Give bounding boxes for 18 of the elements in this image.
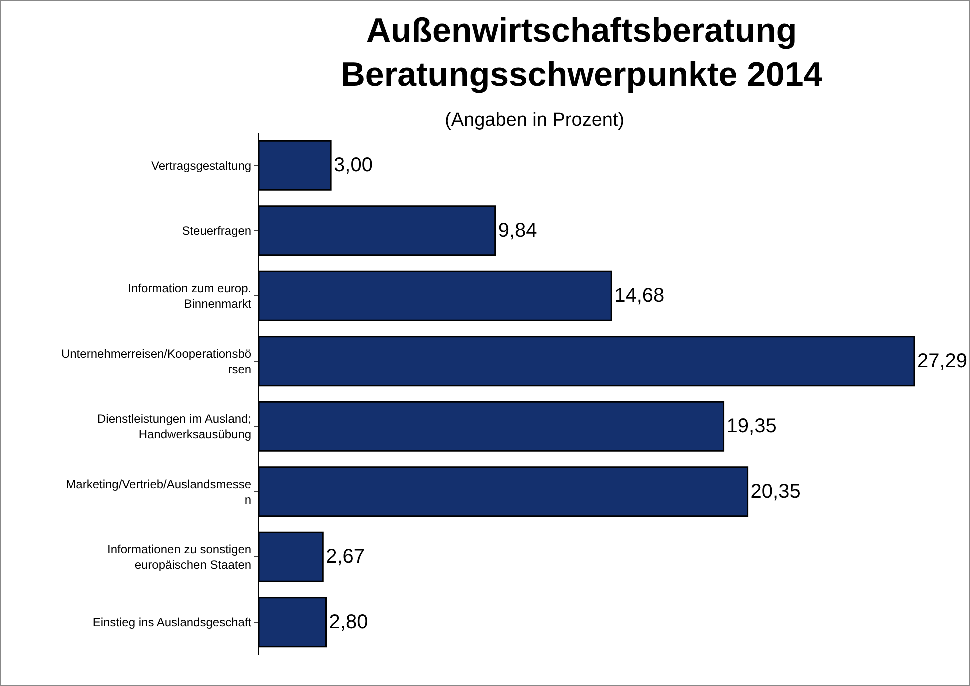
y-tick-label: Unternehmerreisen/Kooperationsbörsen — [61, 346, 252, 376]
y-tick-label: Informationen zu sonstigen europäischen Staaten — [108, 542, 252, 572]
y-tick-label: Information zum europ. Binnenmarkt — [128, 282, 252, 312]
y-tick-label: Einstieg ins Auslandsgeschaft — [92, 616, 252, 630]
data-label: 27,29 — [918, 350, 968, 372]
y-tick-label: Dienstleistungen im Ausland; Handwerksausübung — [98, 412, 252, 442]
y-tick-label: Vertragsgestaltung — [152, 158, 252, 173]
y-tick-label: Steuerfragen — [182, 224, 252, 238]
data-label: 9,84 — [498, 220, 538, 242]
data-label: 19,35 — [726, 416, 777, 438]
data-label: 20,35 — [750, 480, 801, 503]
chart-title: Außenwirtschaftsberatung Beratungsschwerpunkte 2014 — [340, 12, 823, 94]
y-tick-label: Marketing/Vertrieb/Auslandsmessen — [66, 477, 252, 507]
data-label: 2,67 — [326, 546, 366, 568]
data-label: 3,00 — [334, 154, 373, 177]
data-label: 14,68 — [614, 285, 665, 308]
chart-subtitle: (Angaben in Prozent) — [445, 110, 625, 131]
data-label: 2,80 — [329, 611, 368, 634]
